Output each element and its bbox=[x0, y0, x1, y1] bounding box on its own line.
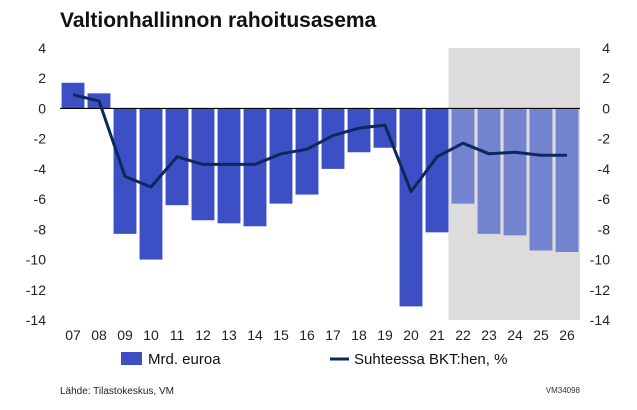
y-tick-right: -2 bbox=[598, 131, 611, 147]
y-tick-right: -12 bbox=[590, 282, 610, 298]
bar-18 bbox=[347, 108, 371, 153]
y-axis-left: 4 2 0 -2 -4 -6 -8 -10 -12 -14 bbox=[26, 40, 46, 328]
y-tick-left: -6 bbox=[34, 191, 47, 207]
x-tick: 10 bbox=[143, 327, 159, 343]
y-tick-right: 0 bbox=[602, 100, 610, 116]
y-tick-right: -10 bbox=[590, 252, 610, 268]
chart-title: Valtionhallinnon rahoitusasema bbox=[60, 9, 377, 32]
plot-area bbox=[60, 48, 580, 320]
legend-swatch-bar bbox=[121, 352, 142, 365]
y-tick-right: -14 bbox=[590, 312, 610, 328]
x-tick: 11 bbox=[170, 327, 185, 343]
x-tick: 08 bbox=[91, 327, 107, 343]
y-tick-left: -10 bbox=[26, 252, 46, 268]
x-tick: 15 bbox=[273, 327, 289, 343]
y-tick-left: 2 bbox=[38, 70, 46, 86]
y-tick-right: -8 bbox=[598, 221, 611, 237]
y-tick-left: -8 bbox=[34, 221, 47, 237]
y-tick-right: 4 bbox=[602, 40, 610, 56]
bar-15 bbox=[269, 108, 293, 204]
bar-22 bbox=[451, 108, 475, 204]
x-tick: 13 bbox=[221, 327, 237, 343]
x-tick: 25 bbox=[533, 327, 549, 343]
y-tick-right: -4 bbox=[598, 161, 611, 177]
bar-09 bbox=[113, 108, 137, 234]
series-line-bkt bbox=[72, 93, 567, 194]
y-tick-left: -14 bbox=[26, 312, 46, 328]
y-tick-left: -2 bbox=[34, 131, 47, 147]
bar-26 bbox=[555, 108, 579, 252]
x-tick: 14 bbox=[247, 327, 263, 343]
x-tick: 20 bbox=[403, 327, 419, 343]
x-tick: 18 bbox=[351, 327, 367, 343]
x-tick: 22 bbox=[455, 327, 471, 343]
bar-24 bbox=[503, 108, 527, 236]
bars-group bbox=[61, 82, 579, 307]
legend-label-bar: Mrd. euroa bbox=[148, 351, 221, 368]
source-note: Lähde: Tilastokeskus, VM bbox=[60, 386, 174, 397]
x-tick: 19 bbox=[377, 327, 393, 343]
x-axis: 07 08 09 10 11 12 13 14 15 16 17 18 19 20 21 22 23 24 25 26 bbox=[65, 327, 575, 343]
bar-14 bbox=[243, 108, 267, 227]
bar-23 bbox=[477, 108, 501, 234]
bar-20 bbox=[399, 108, 423, 307]
legend-label-line: Suhteessa BKT:hen, % bbox=[354, 351, 507, 368]
bar-21 bbox=[425, 108, 449, 233]
x-tick: 26 bbox=[559, 327, 575, 343]
bar-25 bbox=[529, 108, 553, 251]
legend: Mrd. euroa Suhteessa BKT:hen, % bbox=[121, 351, 507, 368]
x-tick: 16 bbox=[299, 327, 315, 343]
x-tick: 07 bbox=[65, 327, 81, 343]
x-tick: 23 bbox=[481, 327, 497, 343]
x-tick: 09 bbox=[117, 327, 133, 343]
x-tick: 21 bbox=[429, 327, 445, 343]
y-tick-left: 4 bbox=[38, 40, 46, 56]
bar-17 bbox=[321, 108, 345, 169]
x-tick: 24 bbox=[507, 327, 523, 343]
y-tick-left: -4 bbox=[34, 161, 47, 177]
x-tick: 12 bbox=[195, 327, 211, 343]
y-axis-right: 4 2 0 -2 -4 -6 -8 -10 -12 -14 bbox=[590, 40, 610, 328]
y-tick-left: 0 bbox=[38, 100, 46, 116]
bar-16 bbox=[295, 108, 319, 195]
document-code: VM34098 bbox=[546, 386, 581, 395]
y-tick-right: -6 bbox=[598, 191, 611, 207]
y-tick-right: 2 bbox=[602, 70, 610, 86]
x-tick: 17 bbox=[325, 327, 341, 343]
y-tick-left: -12 bbox=[26, 282, 46, 298]
bar-10 bbox=[139, 108, 163, 260]
